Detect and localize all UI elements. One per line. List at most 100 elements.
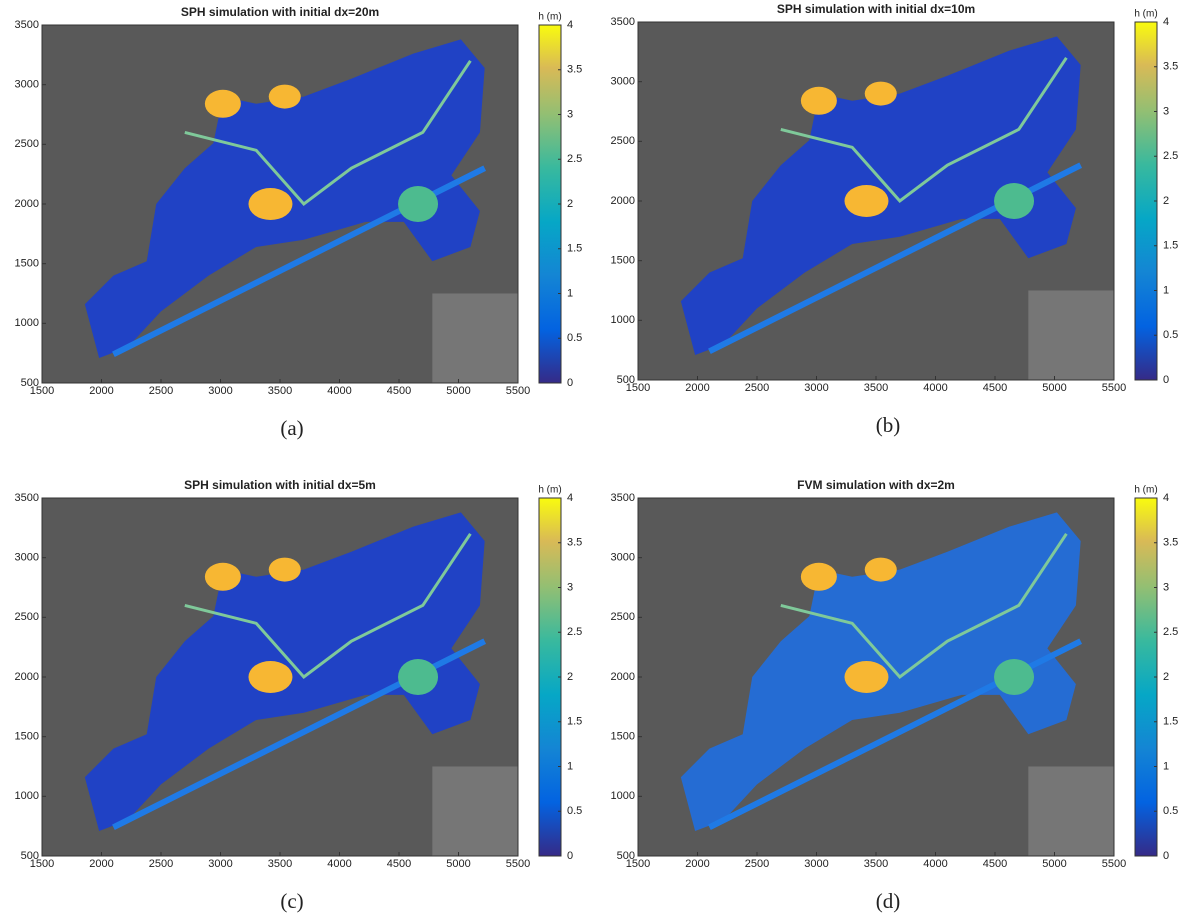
x-tick-label: 3500: [864, 382, 888, 394]
map-hill: [432, 766, 518, 856]
deep-pond: [844, 185, 889, 217]
x-tick-label: 3500: [864, 858, 888, 870]
deep-pond: [204, 89, 241, 118]
x-tick-label: 4500: [387, 858, 411, 870]
colorbar-tick-label: 3.5: [567, 64, 582, 76]
map-hill: [432, 293, 518, 383]
x-tick-label: 5000: [1042, 858, 1066, 870]
colorbar: [538, 24, 562, 384]
colorbar-tick-label: 0: [1163, 850, 1169, 862]
colorbar-label: h (m): [1134, 485, 1157, 496]
deep-pond: [268, 557, 301, 582]
x-tick-label: 5000: [1042, 382, 1066, 394]
deep-pond: [204, 562, 241, 591]
x-tick-label: 1500: [626, 382, 650, 394]
y-tick-label: 2500: [15, 138, 39, 150]
colorbar: [538, 497, 562, 857]
colorbar-label: h (m): [1134, 9, 1157, 20]
colorbar-tick-label: 2.5: [1163, 150, 1178, 162]
chart-title: SPH simulation with initial dx=20m: [181, 5, 379, 19]
y-tick-label: 1500: [15, 258, 39, 270]
colorbar: [1134, 21, 1158, 381]
y-tick-label: 1000: [15, 317, 39, 329]
colorbar-tick-label: 4: [567, 492, 573, 504]
colorbar-tick-label: 0.5: [1163, 329, 1178, 341]
colorbar-tick-label: 2: [1163, 195, 1169, 207]
y-tick-label: 2500: [611, 611, 635, 623]
colorbar-tick-label: 2: [567, 198, 573, 210]
plot-area: [42, 25, 518, 383]
x-tick-label: 5500: [506, 858, 530, 870]
colorbar-tick-label: 1.5: [567, 243, 582, 255]
chart-title: SPH simulation with initial dx=10m: [777, 2, 975, 16]
deep-pond: [800, 86, 837, 115]
colorbar-tick-label: 3.5: [1163, 537, 1178, 549]
deep-pond: [864, 81, 897, 106]
y-tick-label: 500: [617, 374, 635, 386]
x-tick-label: 2000: [685, 858, 709, 870]
colorbar-tick-label: 2: [1163, 671, 1169, 683]
y-tick-label: 500: [21, 377, 39, 389]
colorbar-tick-label: 3: [567, 581, 573, 593]
colorbar-label: h (m): [538, 485, 561, 496]
x-tick-label: 4000: [327, 385, 351, 397]
deep-pond: [864, 557, 897, 582]
colorbar-tick-label: 3.5: [1163, 61, 1178, 73]
y-tick-label: 1000: [611, 314, 635, 326]
colorbar-label: h (m): [538, 12, 561, 23]
panel-caption: (c): [280, 889, 303, 913]
flow-path: [780, 532, 1068, 680]
y-tick-label: 500: [617, 850, 635, 862]
y-tick-label: 500: [21, 850, 39, 862]
x-tick-label: 5000: [446, 385, 470, 397]
y-tick-label: 1500: [611, 255, 635, 267]
flow-path: [184, 59, 472, 207]
chart-title: FVM simulation with dx=2m: [797, 478, 955, 492]
y-tick-label: 3500: [15, 492, 39, 504]
x-tick-label: 4000: [327, 858, 351, 870]
basin: [994, 183, 1035, 219]
x-tick-label: 3000: [804, 858, 828, 870]
y-tick-label: 1000: [15, 790, 39, 802]
colorbar-tick-label: 2: [567, 671, 573, 683]
x-tick-label: 4500: [983, 382, 1007, 394]
x-tick-label: 4500: [387, 385, 411, 397]
y-tick-label: 1500: [15, 731, 39, 743]
plot-area: [638, 498, 1114, 856]
colorbar-tick-label: 0.5: [1163, 805, 1178, 817]
x-tick-label: 1500: [30, 858, 54, 870]
y-tick-label: 1000: [611, 790, 635, 802]
map-hill: [1028, 290, 1114, 380]
colorbar-tick-label: 1: [1163, 760, 1169, 772]
colorbar-tick-label: 2.5: [567, 626, 582, 638]
colorbar-tick-label: 4: [567, 19, 573, 31]
y-tick-label: 2500: [15, 611, 39, 623]
x-tick-label: 3500: [268, 858, 292, 870]
x-tick-label: 5500: [506, 385, 530, 397]
colorbar-tick-label: 1.5: [1163, 240, 1178, 252]
colorbar-tick-label: 1: [1163, 284, 1169, 296]
x-tick-label: 2000: [89, 858, 113, 870]
deep-pond: [800, 562, 837, 591]
panel-caption: (b): [876, 413, 901, 437]
x-tick-label: 4000: [923, 382, 947, 394]
x-tick-label: 1500: [626, 858, 650, 870]
colorbar-tick-label: 2.5: [1163, 626, 1178, 638]
colorbar-tick-label: 3: [1163, 105, 1169, 117]
x-tick-label: 2500: [149, 385, 173, 397]
x-tick-label: 2000: [685, 382, 709, 394]
y-tick-label: 2000: [611, 195, 635, 207]
x-tick-label: 2500: [149, 858, 173, 870]
colorbar-tick-label: 1: [567, 760, 573, 772]
basin: [398, 186, 439, 222]
x-tick-label: 4000: [923, 858, 947, 870]
deep-pond: [248, 188, 293, 220]
x-tick-label: 3000: [804, 382, 828, 394]
deep-pond: [248, 661, 293, 693]
y-tick-label: 2000: [15, 198, 39, 210]
colorbar-tick-label: 3: [567, 108, 573, 120]
x-tick-label: 3000: [208, 858, 232, 870]
x-tick-label: 5500: [1102, 858, 1126, 870]
x-tick-label: 1500: [30, 385, 54, 397]
x-tick-label: 2500: [745, 858, 769, 870]
